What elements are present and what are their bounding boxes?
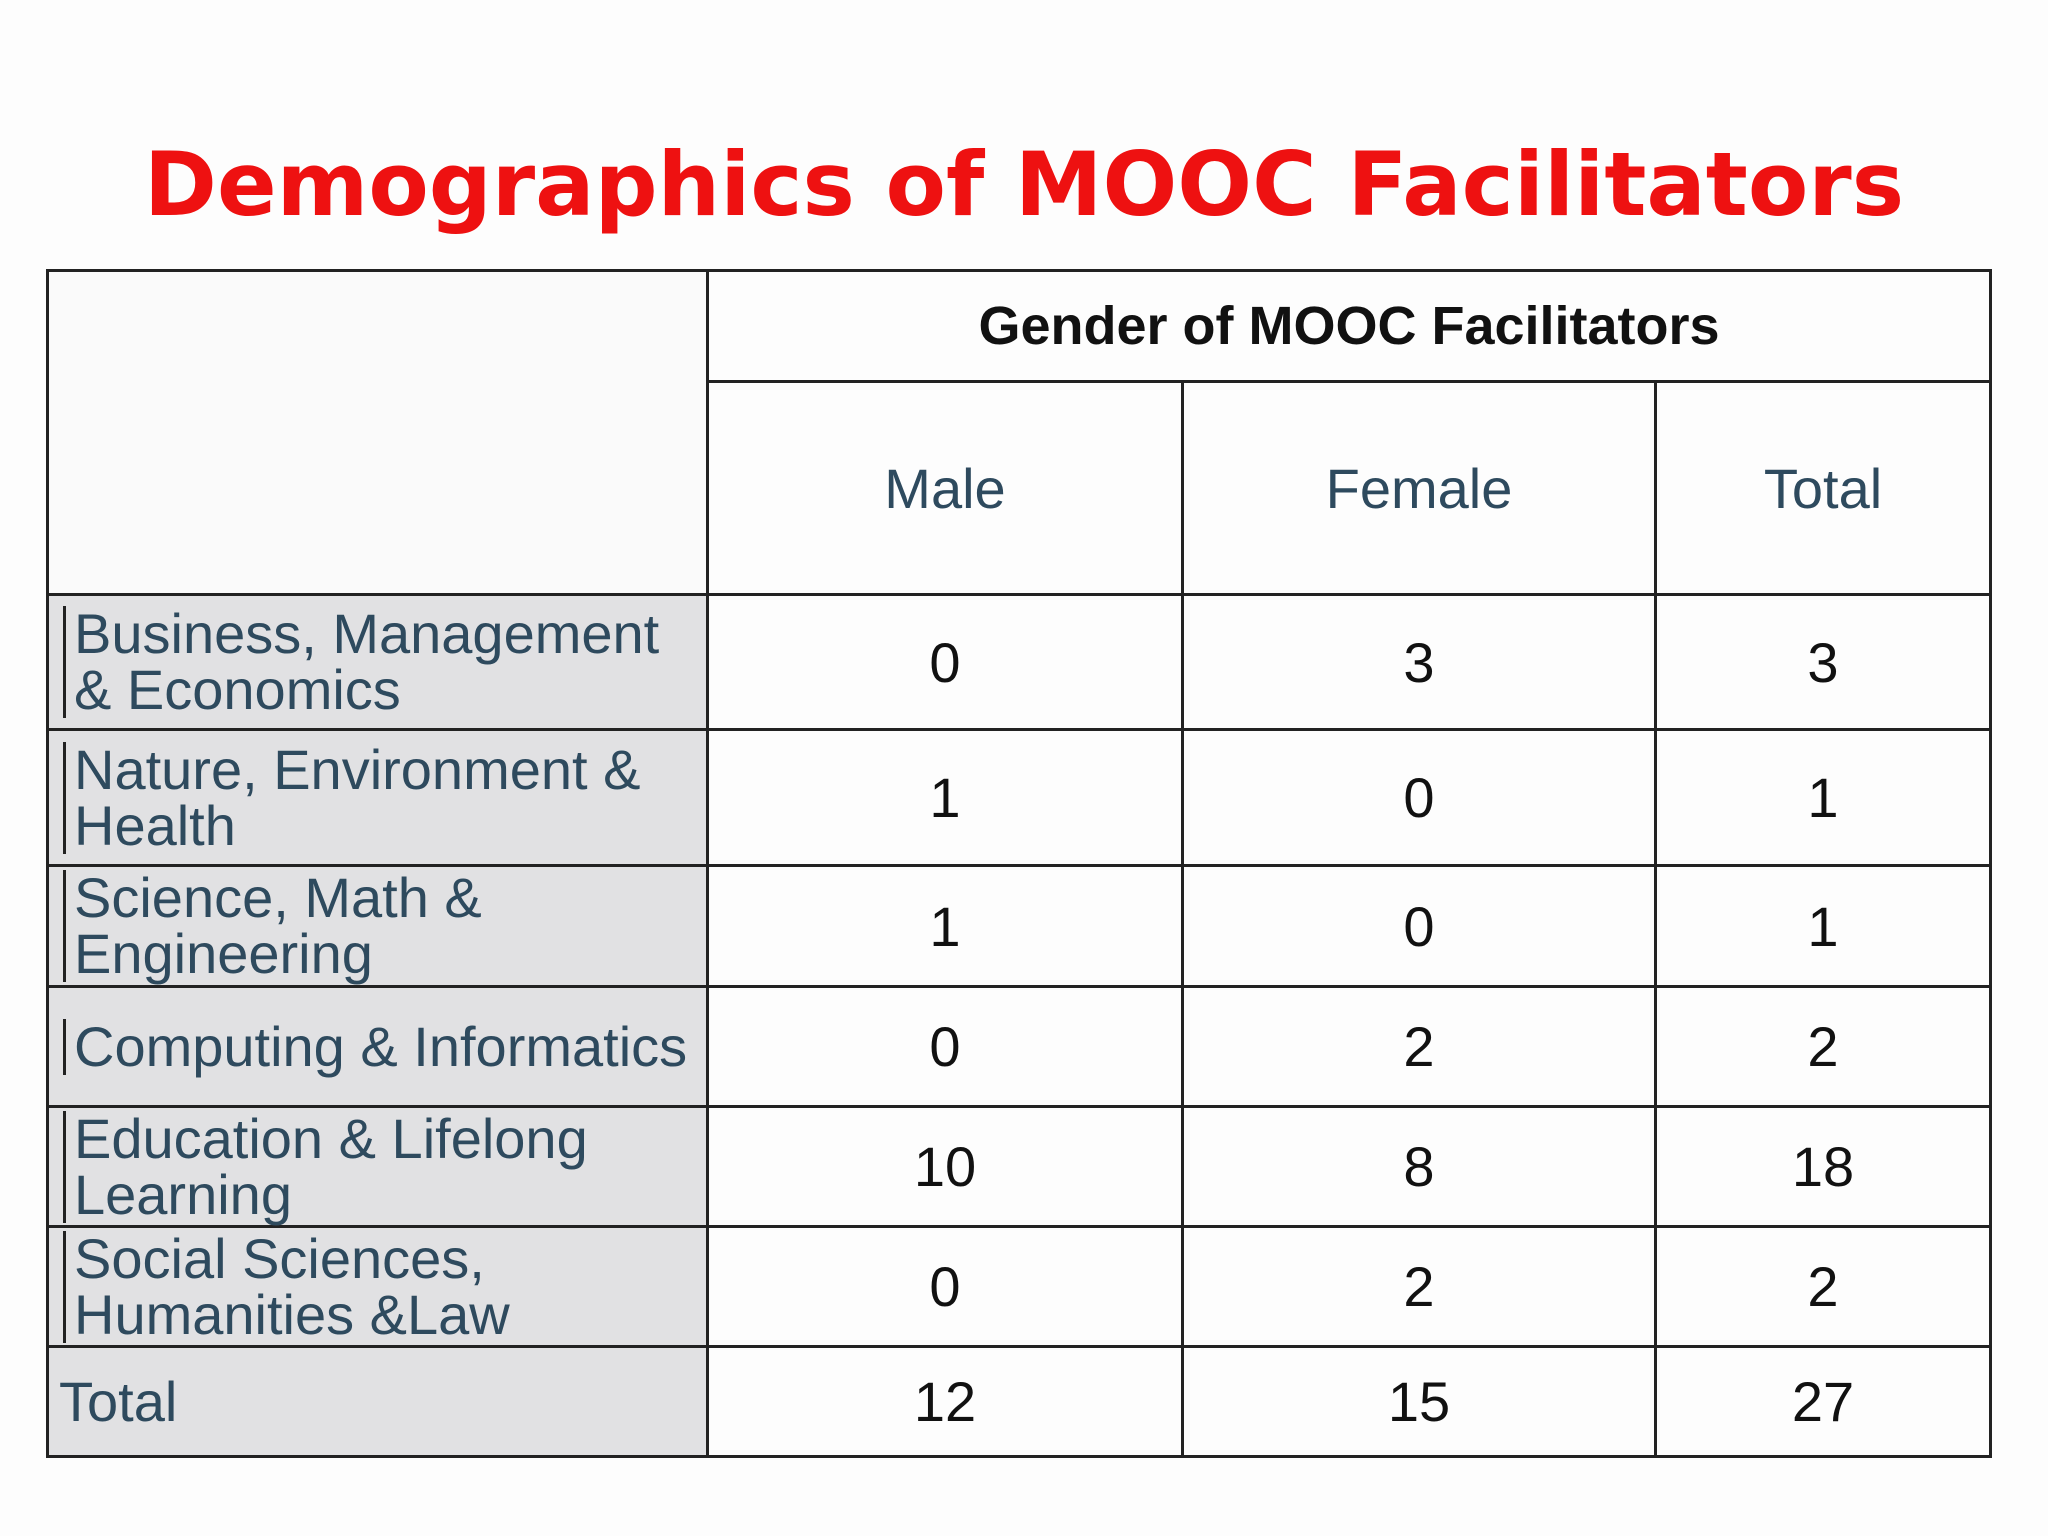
male-total-value: 12 — [706, 1345, 1184, 1458]
column-header-male: Male — [706, 380, 1184, 596]
corner-cell — [46, 269, 709, 596]
row-label: Nature, Environment & Health — [46, 728, 709, 867]
row-label-text: Social Sciences, Humanities &Law — [63, 1230, 706, 1343]
grand-total-value: 27 — [1653, 1345, 1993, 1458]
slide-title: Demographics of MOOC Facilitators — [143, 133, 1905, 236]
row-label-text: Business, Management & Economics — [63, 606, 706, 718]
row-label-text: Science, Math & Engineering — [63, 870, 706, 982]
row-label: Business, Management & Economics — [46, 593, 709, 731]
total-value: 2 — [1653, 985, 1993, 1108]
total-value: 2 — [1653, 1225, 1993, 1348]
header-row-group: Gender of MOOC Facilitators — [46, 269, 1993, 596]
total-value: 3 — [1653, 593, 1993, 731]
total-row: Total 12 15 27 — [46, 1345, 1993, 1458]
demographics-table: Gender of MOOC Facilitators Male Female … — [46, 269, 1993, 1458]
header-row-columns: Male Female Total — [48, 380, 1993, 596]
total-value: 1 — [1653, 864, 1993, 988]
table-row: Computing & Informatics 0 2 2 — [46, 985, 1993, 1108]
column-header-female: Female — [1181, 380, 1657, 596]
table-row: Science, Math & Engineering 1 0 1 — [46, 864, 1993, 988]
female-value: 0 — [1181, 864, 1657, 988]
total-value: 1 — [1653, 728, 1993, 867]
male-value: 10 — [706, 1105, 1184, 1228]
row-label: Social Sciences, Humanities &Law — [46, 1225, 709, 1348]
table-row: Education & Lifelong Learning 10 8 18 — [46, 1105, 1993, 1228]
male-value: 0 — [706, 1225, 1184, 1348]
row-label-text: Computing & Informatics — [63, 1018, 706, 1075]
female-value: 2 — [1181, 1225, 1657, 1348]
row-label: Computing & Informatics — [46, 985, 709, 1108]
total-value: 18 — [1653, 1105, 1993, 1228]
male-value: 0 — [706, 985, 1184, 1108]
male-value: 1 — [706, 864, 1184, 988]
table-row: Business, Management & Economics 0 3 3 — [46, 593, 1993, 731]
male-value: 0 — [706, 593, 1184, 731]
female-value: 3 — [1181, 593, 1657, 731]
male-value: 1 — [706, 728, 1184, 867]
female-value: 2 — [1181, 985, 1657, 1108]
row-label: Education & Lifelong Learning — [46, 1105, 709, 1228]
female-value: 0 — [1181, 728, 1657, 867]
female-total-value: 15 — [1181, 1345, 1657, 1458]
row-label-text: Nature, Environment & Health — [63, 741, 706, 854]
gender-group-header: Gender of MOOC Facilitators — [705, 269, 1993, 383]
row-label: Science, Math & Engineering — [46, 864, 709, 988]
column-header-total: Total — [1653, 380, 1993, 596]
female-value: 8 — [1181, 1105, 1657, 1228]
row-label-text: Education & Lifelong Learning — [63, 1110, 706, 1223]
table-row: Nature, Environment & Health 1 0 1 — [46, 728, 1993, 867]
total-row-label: Total — [46, 1345, 709, 1458]
table-row: Social Sciences, Humanities &Law 0 2 2 — [46, 1225, 1993, 1348]
